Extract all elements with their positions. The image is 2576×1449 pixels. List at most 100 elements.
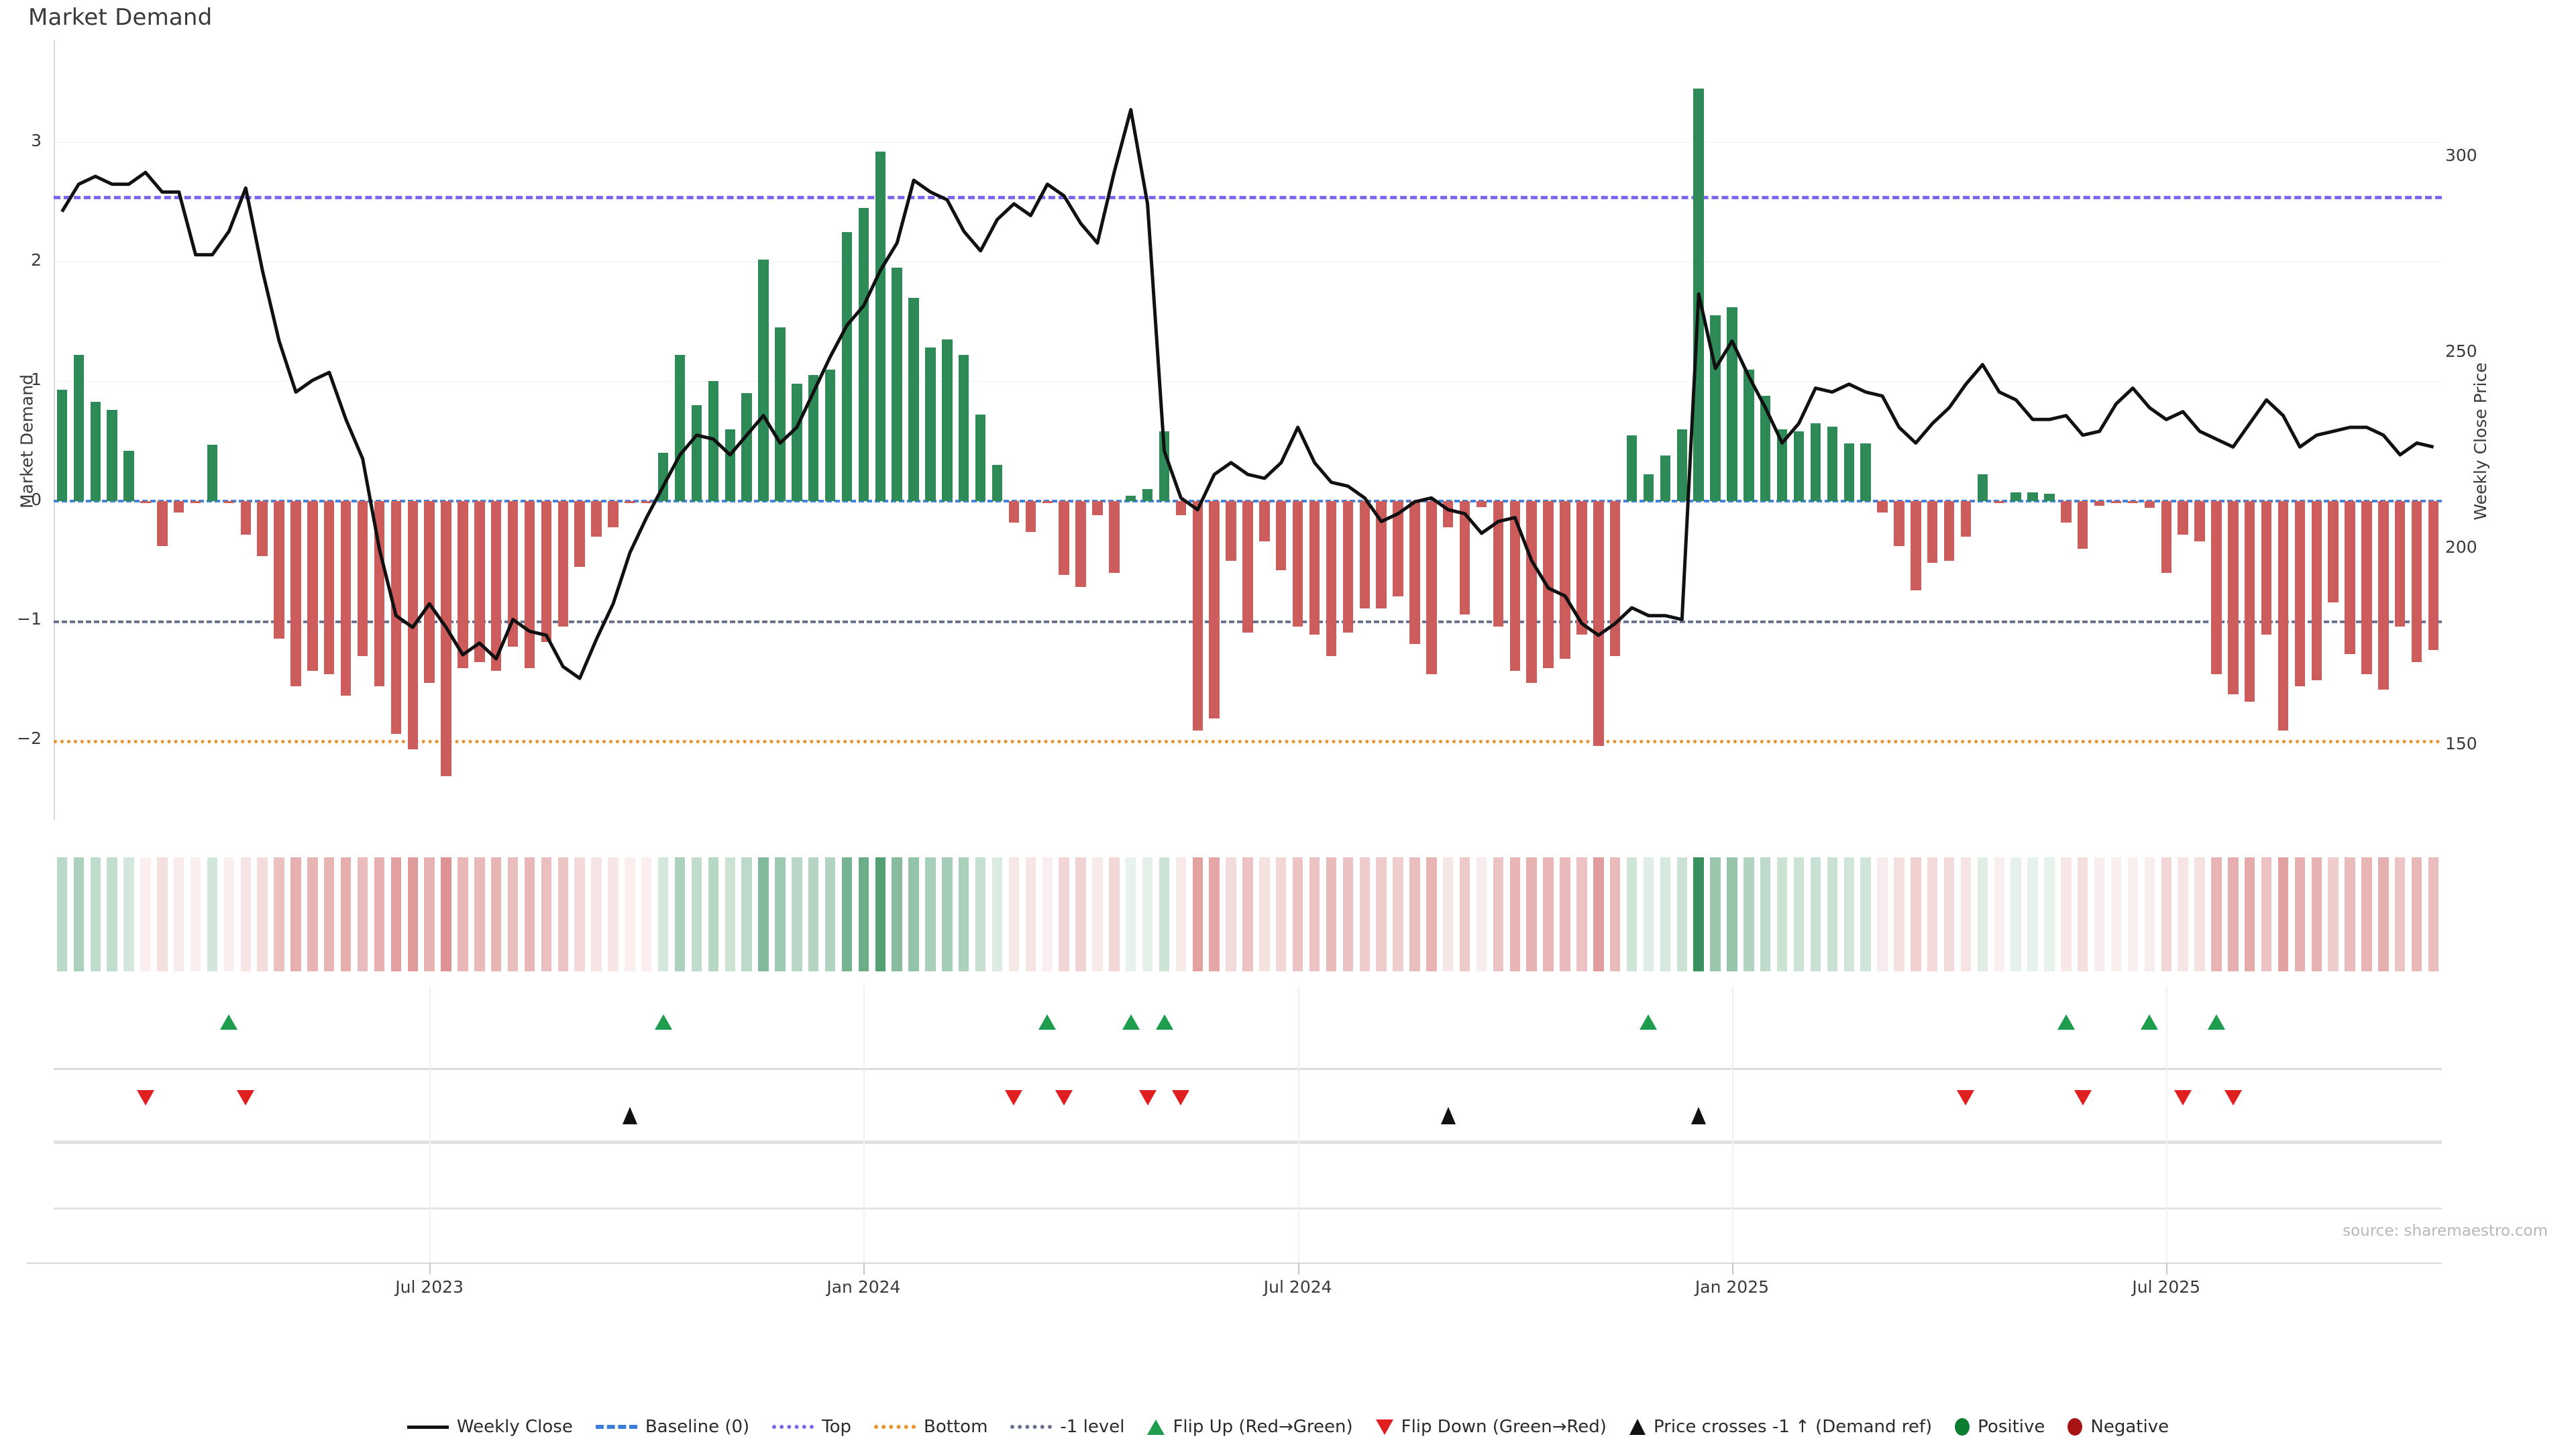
demand-bar: [724, 429, 735, 501]
heatmap-cell: [1342, 857, 1354, 971]
demand-bar: [1409, 500, 1420, 645]
heatmap-cell: [1626, 857, 1638, 971]
heatmap-cell: [608, 857, 619, 971]
heatmap-cell: [190, 857, 201, 971]
heatmap-cell: [1576, 857, 1587, 971]
main-plot-area: 3 2 1 0 −1 −2 300 250 200 150 Market Demand Week…: [17, 40, 2490, 820]
flip-down-marker-icon: [2074, 1090, 2092, 1106]
heatmap-cell: [1643, 857, 1654, 971]
flip-down-marker-icon: [136, 1090, 154, 1106]
legend-item[interactable]: Baseline (0): [595, 1417, 749, 1437]
heatmap-cell: [959, 857, 969, 971]
demand-bar: [2078, 500, 2088, 549]
dot-slate-icon: [1010, 1425, 1053, 1429]
heatmap-cell: [841, 857, 853, 971]
demand-bar: [2194, 500, 2205, 542]
heatmap-cell: [1776, 857, 1788, 971]
demand-bar: [2411, 500, 2422, 663]
demand-bar: [2094, 500, 2105, 506]
demand-bar: [2311, 500, 2322, 680]
heatmap-cell: [1008, 857, 1020, 971]
legend-item[interactable]: Negative: [2068, 1417, 2169, 1437]
heatmap-cell: [1543, 857, 1554, 971]
heatmap-cell: [2328, 857, 2339, 971]
demand-bar: [1960, 500, 1972, 537]
flip-up-marker-icon: [654, 1014, 672, 1030]
heatmap-cell: [73, 857, 85, 971]
heatmap-cell: [56, 857, 68, 971]
demand-bar: [942, 339, 953, 501]
legend-item[interactable]: Positive: [1955, 1417, 2045, 1437]
demand-bar: [1008, 500, 1020, 523]
heatmap-cell: [942, 857, 953, 971]
heatmap-cell: [290, 857, 301, 971]
demand-bar: [1376, 500, 1387, 608]
heatmap-cell: [1376, 857, 1387, 971]
demand-bar: [1326, 500, 1337, 657]
legend-item[interactable]: Top: [772, 1417, 851, 1437]
legend-item[interactable]: Flip Down (Green→Red): [1375, 1417, 1607, 1437]
demand-bar: [2277, 500, 2289, 731]
page-title: Market Demand: [28, 4, 213, 31]
triangle-up-black-icon: [1629, 1419, 1646, 1435]
lower-guide-panel: [54, 1140, 2442, 1275]
flip-down-marker-icon: [1055, 1090, 1073, 1106]
y-tick-left: −2: [17, 729, 42, 749]
demand-bar: [2361, 500, 2372, 675]
demand-bar: [1643, 474, 1654, 501]
legend-item[interactable]: Weekly Close: [407, 1417, 573, 1437]
heatmap-cell: [1292, 857, 1303, 971]
heatmap-cell: [1660, 857, 1671, 971]
legend-item[interactable]: -1 level: [1010, 1417, 1124, 1437]
legend-item[interactable]: Flip Up (Red→Green): [1147, 1417, 1353, 1437]
demand-bar: [324, 500, 335, 675]
y-tick-right: 300: [2445, 145, 2477, 165]
legend-item[interactable]: Price crosses -1 ↑ (Demand ref): [1629, 1417, 1932, 1437]
heatmap-cell: [1109, 857, 1120, 971]
flip-up-marker-icon: [1038, 1014, 1057, 1030]
demand-bar: [2211, 500, 2222, 675]
demand-bar: [858, 207, 869, 501]
demand-bar: [1927, 500, 1938, 564]
legend-item[interactable]: Bottom: [874, 1417, 987, 1437]
flip-down-marker-icon: [1172, 1090, 1190, 1106]
demand-bar: [441, 500, 451, 776]
demand-bar: [608, 500, 619, 527]
heatmap-cell: [1760, 857, 1771, 971]
heatmap-cell: [625, 857, 635, 971]
heatmap-cell: [1426, 857, 1437, 971]
demand-bar: [2378, 500, 2389, 690]
heatmap-cell: [2244, 857, 2255, 971]
demand-bar: [2428, 500, 2439, 651]
heatmap-cell: [741, 857, 752, 971]
heatmap-cell: [574, 857, 585, 971]
dot-green-icon: [1955, 1418, 1970, 1436]
heatmap-cell: [808, 857, 819, 971]
demand-bar: [1843, 443, 1854, 501]
weekly-close-polyline: [60, 108, 2434, 680]
flip-down-marker-icon: [2174, 1090, 2192, 1106]
heatmap-cell: [1927, 857, 1938, 971]
y-tick-right: 250: [2445, 341, 2477, 361]
y-tick-left: 2: [31, 250, 42, 270]
x-tick-mark: [863, 1263, 865, 1275]
demand-bar: [173, 500, 184, 513]
flip-up-marker-icon: [2057, 1014, 2075, 1030]
demand-bar: [1943, 500, 1955, 561]
heatmap-cell: [1075, 857, 1086, 971]
heatmap-cell: [758, 857, 769, 971]
x-tick-label: Jul 2025: [2132, 1277, 2201, 1297]
y-tick-left: 3: [31, 130, 42, 150]
demand-bar: [775, 327, 786, 501]
heatmap-cell: [975, 857, 986, 971]
heatmap-cell: [1843, 857, 1854, 971]
x-tick-label: Jan 2024: [826, 1277, 901, 1297]
demand-bar: [1276, 500, 1287, 570]
heatmap-cell: [1459, 857, 1470, 971]
y-tick-left: −1: [17, 608, 42, 629]
heatmap-cell: [1793, 857, 1805, 971]
demand-bar: [741, 393, 752, 501]
demand-bar: [1242, 500, 1253, 633]
heatmap-cell: [2110, 857, 2122, 971]
